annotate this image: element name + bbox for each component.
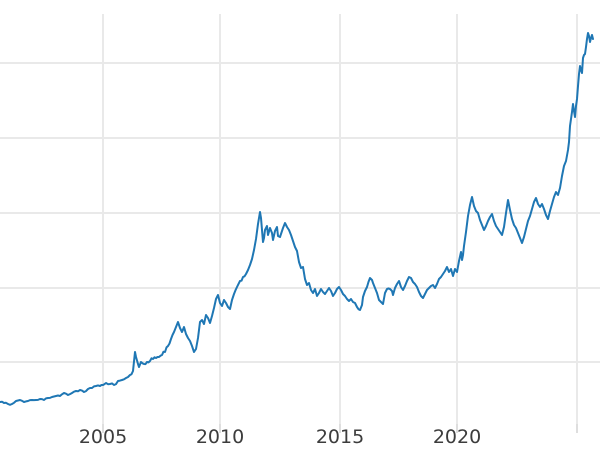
gridlines <box>0 14 600 425</box>
x-tick-label: 2020 <box>432 426 482 448</box>
data-series <box>0 32 594 406</box>
price-line <box>0 32 594 406</box>
x-tick-label: 2015 <box>315 426 365 448</box>
x-tick-label: 2010 <box>195 426 245 448</box>
x-axis-ticks <box>102 424 578 433</box>
x-tick-label: 2005 <box>78 426 128 448</box>
